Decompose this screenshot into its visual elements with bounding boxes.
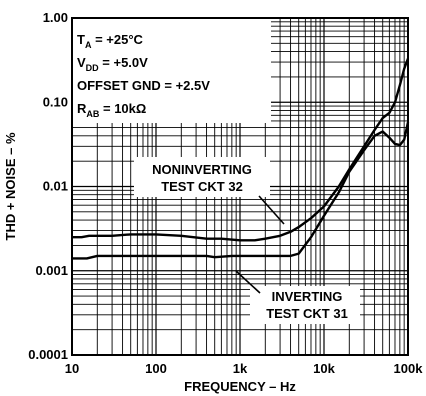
condition-line: OFFSET GND = +2.5V	[77, 78, 210, 93]
condition-line: RAB = 10kΩ	[77, 101, 146, 119]
condition-value: = +25°C	[91, 32, 143, 47]
x-tick-label: 1k	[233, 361, 248, 376]
axis-labels: FREQUENCY – Hz THD + NOISE – %	[3, 132, 296, 394]
condition-line: VDD = +5.0V	[77, 55, 148, 73]
condition-value: = +5.0V	[99, 55, 148, 70]
conditions-background	[73, 19, 271, 123]
y-tick-label: 0.10	[43, 94, 68, 109]
y-tick-label: 1.00	[43, 10, 68, 25]
y-tick-label: 0.01	[43, 179, 68, 194]
annotation-noninverting-line1: NONINVERTING	[152, 162, 252, 177]
leader-inverting	[235, 270, 261, 294]
annotation-noninverting-line2: TEST CKT 32	[161, 179, 243, 194]
annotation-inverting-line2: TEST CKT 31	[266, 306, 348, 321]
condition-main: OFFSET GND = +2.5V	[77, 78, 210, 93]
leader-noninverting	[258, 195, 285, 225]
series-inverting-line	[72, 121, 410, 260]
x-tick-label: 10k	[313, 361, 335, 376]
conditions-box: TA = +25°C VDD = +5.0V OFFSET GND = +2.5V R…	[73, 19, 271, 123]
condition-main: T	[77, 32, 85, 47]
annotation-noninverting-bg	[134, 157, 270, 197]
condition-main: R	[77, 101, 87, 116]
condition-value: = 10kΩ	[99, 101, 146, 116]
y-axis-label: THD + NOISE – %	[3, 132, 18, 240]
x-tick-label: 100k	[394, 361, 424, 376]
annotations: NONINVERTING TEST CKT 32 INVERTING TEST CKT…	[152, 162, 348, 321]
y-tick-label: 0.001	[35, 263, 68, 278]
plot-frame	[71, 17, 409, 356]
x-tick-label: 100	[145, 361, 167, 376]
condition-subscript: A	[85, 40, 92, 50]
condition-main: V	[77, 55, 86, 70]
x-axis-label: FREQUENCY – Hz	[184, 379, 296, 394]
annotation-inverting-bg	[250, 286, 360, 324]
annotation-inverting-line1: INVERTING	[272, 289, 343, 304]
series-noninverting-line	[72, 58, 410, 242]
x-tick-label: 10	[65, 361, 79, 376]
tick-labels: 10 100 1k 10k 100k 1.00 0.10 0.01 0.001 0.0001	[28, 10, 423, 376]
plot-border	[71, 17, 409, 356]
condition-line: TA = +25°C	[77, 32, 144, 50]
y-tick-label: 0.0001	[28, 347, 68, 362]
annotation-backgrounds	[134, 157, 360, 324]
condition-subscript: DD	[86, 63, 99, 73]
condition-subscript: AB	[86, 109, 99, 119]
series-lines	[72, 58, 410, 294]
